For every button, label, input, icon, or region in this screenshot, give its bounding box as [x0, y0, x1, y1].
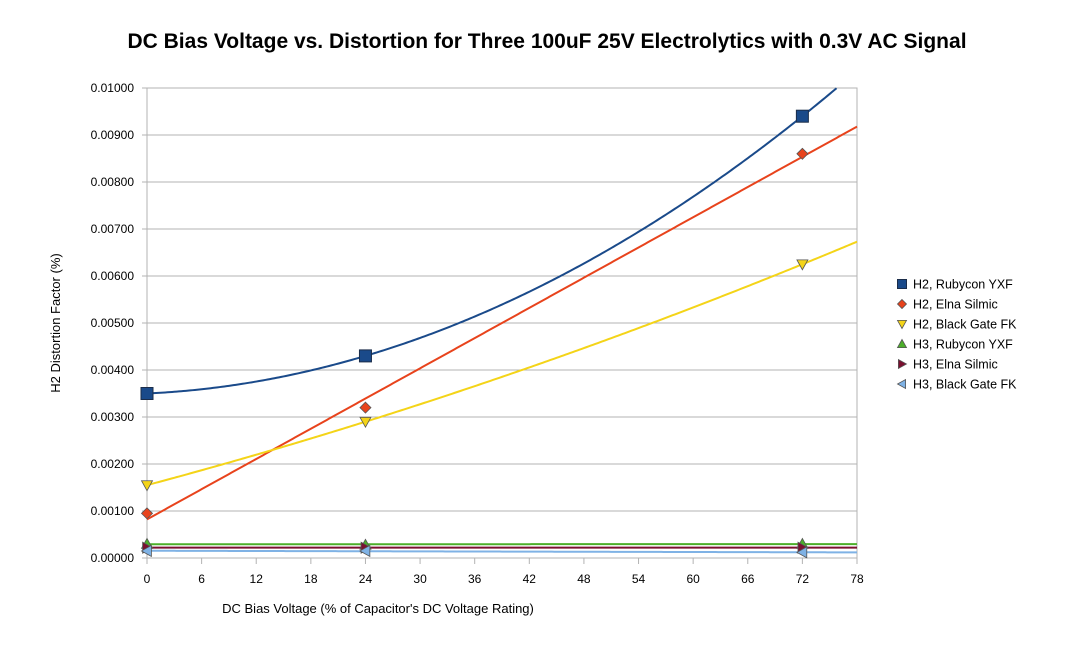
- y-tick-label: 0.00500: [91, 316, 135, 330]
- data-point-h2-elna-silmic: [140, 507, 154, 520]
- data-markers: [140, 109, 809, 559]
- y-tick-label: 0.01000: [91, 81, 135, 95]
- x-tick-label: 66: [741, 572, 755, 586]
- x-tick-label: 78: [850, 572, 864, 586]
- x-tick-label: 42: [523, 572, 537, 586]
- legend-label: H2, Elna Silmic: [913, 298, 998, 312]
- data-point-h2-black-gate-fk: [796, 259, 809, 271]
- data-point-h2-black-gate-fk: [359, 416, 372, 429]
- chart-title: DC Bias Voltage vs. Distortion for Three…: [127, 30, 966, 53]
- y-tick-label: 0.00900: [91, 128, 135, 142]
- data-point-h3-black-gate-fk: [359, 544, 371, 558]
- data-point-h3-black-gate-fk: [796, 546, 808, 559]
- trendlines: [146, 87, 858, 554]
- x-tick-label: 36: [468, 572, 482, 586]
- x-tick-label: 30: [413, 572, 427, 586]
- trendline-h2-elna-silmic: [146, 125, 858, 521]
- legend-label: H3, Black Gate FK: [913, 378, 1017, 392]
- trendline-h2-black-gate-fk: [146, 240, 858, 487]
- legend-label: H3, Elna Silmic: [913, 358, 998, 372]
- y-axis-label: H2 Distortion Factor (%): [48, 253, 63, 392]
- legend-item-h2-black-gate-fk: H2, Black Gate FK: [896, 318, 1017, 332]
- legend-item-h3-black-gate-fk: H3, Black Gate FK: [896, 378, 1017, 392]
- x-tick-label: 12: [250, 572, 264, 586]
- legend-marker: [896, 338, 908, 349]
- y-tick-label: 0.00600: [91, 269, 135, 283]
- legend-label: H2, Black Gate FK: [913, 318, 1017, 332]
- x-axis-ticks: 0 6 12 18 24 30 36 42 48 54 60 66 72 78: [144, 558, 864, 586]
- legend-marker: [898, 358, 908, 370]
- x-tick-label: 18: [304, 572, 318, 586]
- legend-marker: [896, 298, 908, 310]
- data-point-h2-rubycon-yxf: [795, 109, 809, 123]
- x-tick-label: 0: [144, 572, 151, 586]
- legend-marker: [897, 279, 907, 289]
- legend-item-h2-elna-silmic: H2, Elna Silmic: [896, 298, 998, 312]
- legend: H2, Rubycon YXF H2, Elna Silmic H2, Black …: [896, 278, 1017, 392]
- y-tick-label: 0.00200: [91, 457, 135, 471]
- data-point-h2-black-gate-fk: [140, 480, 154, 492]
- y-tick-label: 0.00400: [91, 363, 135, 377]
- x-tick-label: 6: [198, 572, 205, 586]
- x-tick-label: 60: [686, 572, 700, 586]
- y-axis-ticks: 0.00000 0.00100 0.00200 0.00300 0.00400 0.005…: [91, 81, 147, 565]
- trendline-h3-black-gate-fk: [147, 549, 858, 554]
- data-point-h3-black-gate-fk: [140, 544, 152, 558]
- data-point-h2-elna-silmic: [796, 147, 809, 160]
- x-tick-label: 72: [796, 572, 810, 586]
- x-tick-label: 54: [632, 572, 646, 586]
- legend-marker: [896, 319, 908, 330]
- legend-item-h2-rubycon-yxf: H2, Rubycon YXF: [897, 278, 1013, 292]
- y-tick-label: 0.00000: [91, 551, 135, 565]
- y-tick-label: 0.00300: [91, 410, 135, 424]
- y-tick-label: 0.00700: [91, 222, 135, 236]
- data-point-h2-elna-silmic: [359, 401, 372, 414]
- x-axis-label: DC Bias Voltage (% of Capacitor's DC Vol…: [222, 601, 534, 616]
- data-point-h2-rubycon-yxf: [140, 387, 154, 400]
- legend-label: H3, Rubycon YXF: [913, 338, 1013, 352]
- x-tick-label: 48: [577, 572, 591, 586]
- legend-item-h3-elna-silmic: H3, Elna Silmic: [898, 358, 998, 372]
- y-tick-label: 0.00100: [91, 504, 135, 518]
- y-tick-label: 0.00800: [91, 175, 135, 189]
- x-tick-label: 24: [359, 572, 373, 586]
- legend-item-h3-rubycon-yxf: H3, Rubycon YXF: [896, 338, 1013, 352]
- data-point-h2-rubycon-yxf: [358, 349, 372, 363]
- trendline-h2-rubycon-yxf: [146, 87, 838, 395]
- legend-marker: [896, 378, 906, 390]
- gridlines: [147, 87, 857, 559]
- legend-label: H2, Rubycon YXF: [913, 278, 1013, 292]
